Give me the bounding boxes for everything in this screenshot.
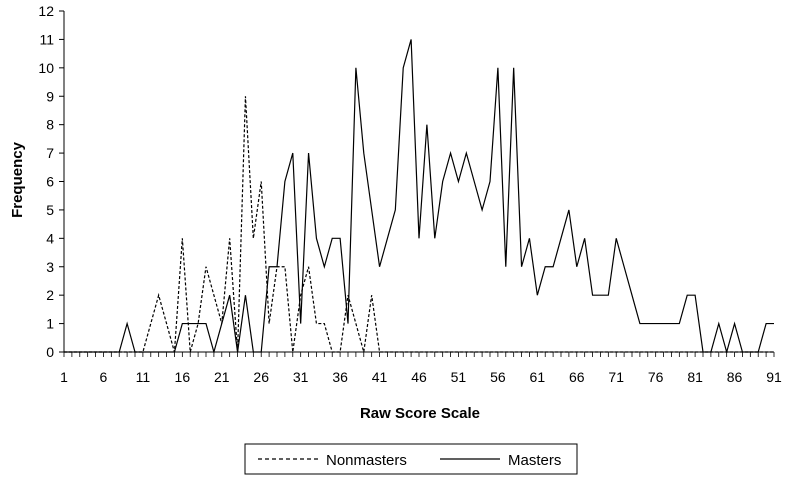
legend-label-masters: Masters: [508, 452, 561, 469]
y-tick-label: 12: [38, 3, 54, 19]
x-tick-label: 41: [372, 369, 388, 385]
x-tick-label: 26: [253, 369, 269, 385]
x-tick-label: 6: [100, 369, 108, 385]
x-tick-label: 16: [175, 369, 191, 385]
y-tick-label: 4: [46, 230, 54, 246]
y-tick-label: 11: [39, 31, 54, 47]
y-tick-label: 10: [38, 60, 54, 76]
x-tick-label: 1: [60, 369, 68, 385]
x-tick-label: 46: [411, 369, 427, 385]
y-tick-label: 6: [46, 174, 54, 190]
series-line-masters: [64, 39, 774, 355]
x-tick-label: 61: [530, 369, 546, 385]
x-tick-label: 21: [214, 369, 230, 385]
x-tick-label: 36: [332, 369, 348, 385]
series-layer: [64, 39, 774, 355]
x-tick-label: 76: [648, 369, 664, 385]
y-tick-label: 2: [46, 287, 54, 303]
x-tick-label: 81: [687, 369, 703, 385]
y-tick-label: 5: [46, 202, 54, 218]
x-tick-label: 11: [136, 369, 151, 385]
x-tick-label: 91: [766, 369, 782, 385]
legend-label-nonmasters: Nonmasters: [326, 452, 407, 469]
y-tick-label: 3: [46, 259, 54, 275]
x-axis-label: Raw Score Scale: [360, 405, 480, 422]
series-line-nonmasters: [64, 96, 774, 353]
y-tick-label: 0: [46, 344, 54, 360]
x-tick-label: 66: [569, 369, 585, 385]
y-tick-label: 8: [46, 117, 54, 133]
x-tick-label: 51: [451, 369, 467, 385]
y-tick-label: 9: [46, 88, 54, 104]
y-tick-label: 7: [46, 145, 54, 161]
y-axis-label: Frequency: [9, 141, 26, 218]
y-tick-label: 1: [46, 316, 54, 332]
x-tick-label: 31: [293, 369, 309, 385]
x-tick-label: 56: [490, 369, 506, 385]
legend: Nonmasters Masters: [244, 443, 578, 475]
x-tick-label: 86: [727, 369, 743, 385]
x-tick-label: 71: [608, 369, 624, 385]
